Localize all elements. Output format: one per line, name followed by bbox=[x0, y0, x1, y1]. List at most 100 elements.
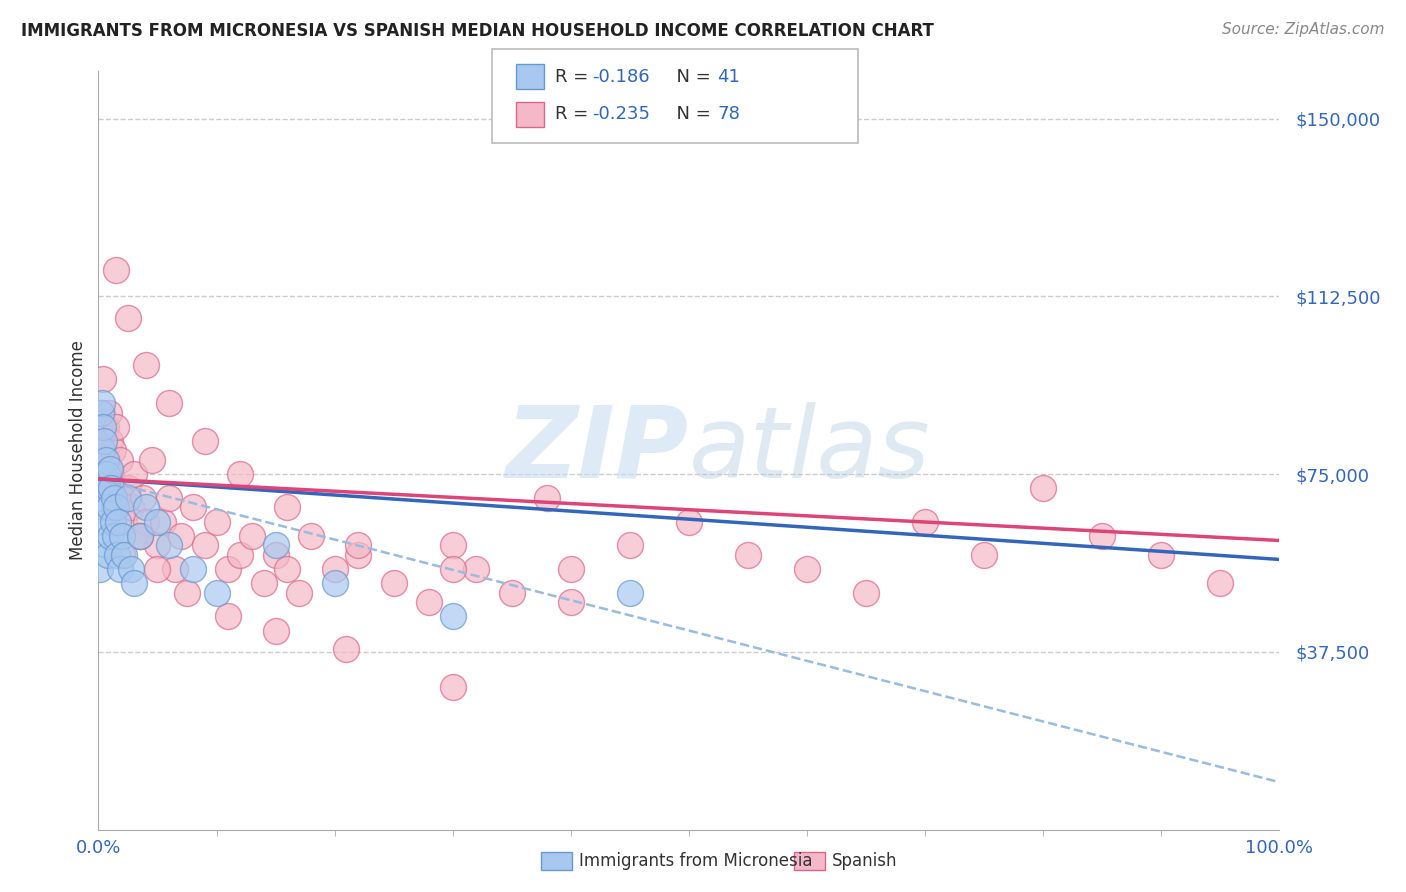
Point bbox=[96, 467, 118, 482]
Point bbox=[146, 515, 169, 529]
Point bbox=[117, 310, 139, 325]
Point bbox=[501, 585, 523, 599]
Point bbox=[111, 529, 134, 543]
Point bbox=[101, 443, 124, 458]
Point bbox=[121, 500, 143, 515]
Point bbox=[382, 576, 405, 591]
Point bbox=[229, 467, 252, 482]
Point bbox=[323, 562, 346, 576]
Point bbox=[90, 434, 112, 448]
Point bbox=[229, 548, 252, 562]
Point bbox=[132, 491, 155, 505]
Point bbox=[98, 434, 121, 448]
Point bbox=[157, 538, 180, 552]
Text: Source: ZipAtlas.com: Source: ZipAtlas.com bbox=[1222, 22, 1385, 37]
Point bbox=[146, 562, 169, 576]
Point bbox=[93, 443, 115, 458]
Point bbox=[253, 576, 276, 591]
Point bbox=[98, 500, 121, 515]
Text: Immigrants from Micronesia: Immigrants from Micronesia bbox=[579, 852, 813, 870]
Point bbox=[100, 467, 122, 482]
Point bbox=[91, 467, 114, 482]
Point bbox=[122, 467, 145, 482]
Text: 41: 41 bbox=[717, 68, 740, 86]
Point bbox=[128, 529, 150, 543]
Point bbox=[112, 548, 135, 562]
Point bbox=[122, 576, 145, 591]
Point bbox=[91, 405, 114, 420]
Point bbox=[91, 443, 114, 458]
Point bbox=[194, 434, 217, 448]
Point bbox=[98, 462, 121, 476]
Text: Spanish: Spanish bbox=[832, 852, 898, 870]
Point bbox=[105, 263, 128, 277]
Point bbox=[91, 419, 114, 434]
Point bbox=[165, 562, 187, 576]
Point bbox=[678, 515, 700, 529]
Point bbox=[288, 585, 311, 599]
Point bbox=[1150, 548, 1173, 562]
Point bbox=[205, 585, 228, 599]
Point bbox=[97, 482, 120, 496]
Point bbox=[335, 642, 357, 657]
Point bbox=[90, 482, 112, 496]
Point bbox=[914, 515, 936, 529]
Point bbox=[96, 538, 118, 552]
Point bbox=[93, 500, 115, 515]
Point bbox=[90, 405, 112, 420]
Point bbox=[855, 585, 877, 599]
Point bbox=[1091, 529, 1114, 543]
Point bbox=[181, 500, 204, 515]
Point bbox=[276, 562, 298, 576]
Point bbox=[465, 562, 488, 576]
Y-axis label: Median Household Income: Median Household Income bbox=[69, 341, 87, 560]
Point bbox=[93, 434, 115, 448]
Point bbox=[91, 396, 114, 410]
Point bbox=[112, 515, 135, 529]
Point bbox=[347, 538, 370, 552]
Point bbox=[98, 529, 121, 543]
Point bbox=[128, 529, 150, 543]
Point bbox=[135, 358, 157, 372]
Point bbox=[1209, 576, 1232, 591]
Text: R =: R = bbox=[555, 68, 595, 86]
Point bbox=[97, 482, 120, 496]
Point bbox=[441, 562, 464, 576]
Text: -0.186: -0.186 bbox=[592, 68, 650, 86]
Point bbox=[141, 453, 163, 467]
Point bbox=[108, 453, 131, 467]
Point bbox=[135, 515, 157, 529]
Text: ZIP: ZIP bbox=[506, 402, 689, 499]
Point bbox=[91, 372, 114, 386]
Point bbox=[103, 500, 125, 515]
Point bbox=[264, 624, 287, 638]
Point bbox=[157, 396, 180, 410]
Point bbox=[276, 500, 298, 515]
Point bbox=[181, 562, 204, 576]
Text: N =: N = bbox=[665, 68, 717, 86]
Point bbox=[97, 548, 120, 562]
Point bbox=[104, 529, 127, 543]
Point bbox=[536, 491, 558, 505]
Point bbox=[94, 419, 117, 434]
Point bbox=[973, 548, 995, 562]
Point bbox=[217, 562, 239, 576]
Point bbox=[107, 515, 129, 529]
Point bbox=[441, 681, 464, 695]
Text: -0.235: -0.235 bbox=[592, 105, 650, 123]
Point bbox=[205, 515, 228, 529]
Point bbox=[146, 538, 169, 552]
Text: R =: R = bbox=[555, 105, 595, 123]
Point bbox=[94, 515, 117, 529]
Point bbox=[105, 548, 128, 562]
Point bbox=[111, 548, 134, 562]
Point bbox=[441, 609, 464, 624]
Point bbox=[105, 419, 128, 434]
Point bbox=[264, 548, 287, 562]
Point bbox=[619, 585, 641, 599]
Point bbox=[135, 500, 157, 515]
Point bbox=[103, 491, 125, 505]
Point bbox=[152, 515, 174, 529]
Point bbox=[560, 562, 582, 576]
Point bbox=[128, 529, 150, 543]
